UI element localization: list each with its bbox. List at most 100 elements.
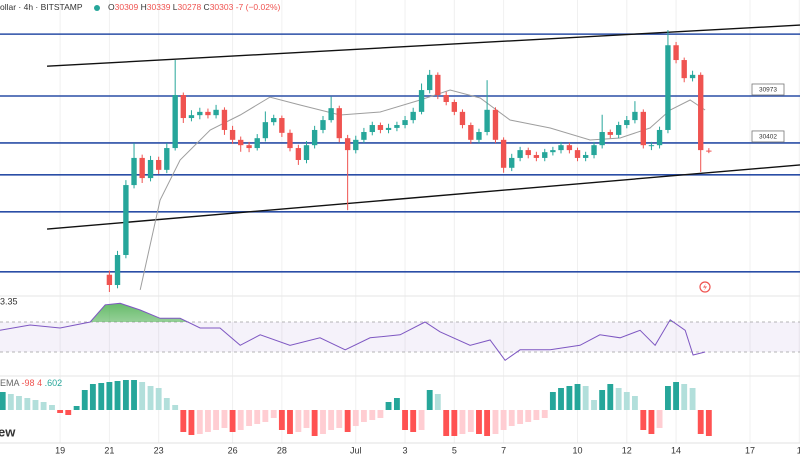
histogram-bar: [476, 410, 482, 434]
x-tick-label: 23: [154, 445, 164, 455]
candle-body: [303, 145, 310, 160]
x-tick-label: 19: [55, 445, 65, 455]
histogram-bar: [131, 380, 137, 410]
candle-body: [517, 150, 523, 158]
histogram-bar: [311, 410, 318, 436]
histogram-bar: [278, 410, 285, 430]
histogram-bar: [155, 388, 162, 410]
histogram-bar: [443, 410, 450, 436]
histogram-bar: [615, 388, 622, 410]
histogram-bar: [582, 386, 589, 410]
candle-body: [459, 111, 466, 126]
candle-body: [164, 148, 170, 170]
histogram-bar: [360, 410, 367, 422]
alert-bolt: [703, 283, 707, 291]
price-label-box: [751, 83, 785, 96]
x-tick-label: 1: [797, 445, 800, 455]
candle-body: [607, 132, 613, 135]
histogram-bar: [434, 394, 441, 410]
histogram-bar: [16, 396, 22, 410]
histogram-bar: [24, 398, 31, 410]
histogram-bar: [591, 400, 597, 410]
histogram-bar: [369, 410, 376, 420]
histogram-bar: [196, 410, 203, 434]
histogram-bar: [32, 400, 39, 410]
header: ollar · 4h · BITSTAMP: [0, 2, 83, 12]
candle-body: [427, 74, 433, 91]
candle-body: [188, 115, 195, 119]
candle-body: [361, 132, 367, 140]
candle-body: [114, 254, 121, 286]
ohlc-prefix: L: [173, 2, 178, 12]
histogram-bar: [459, 410, 466, 434]
x-tick-label: 14: [671, 445, 681, 455]
histogram-bar: [344, 410, 351, 432]
candle-body: [229, 129, 236, 140]
histogram-bar: [246, 410, 253, 426]
ohlc-prefix: H: [141, 2, 147, 12]
candle-body: [336, 108, 342, 139]
candle-body: [279, 118, 285, 133]
histogram-bar: [492, 410, 499, 434]
alert-circle: [699, 281, 711, 293]
candle-body: [673, 45, 679, 61]
candle-body: [558, 145, 564, 151]
histogram-bar: [599, 390, 606, 410]
candle-body: [525, 150, 531, 156]
histogram-bar: [566, 386, 573, 410]
histogram-bar: [147, 386, 154, 410]
candle-body: [648, 145, 655, 147]
histogram-bar: [648, 410, 655, 434]
candle-body: [205, 111, 211, 116]
candle-body: [369, 125, 375, 133]
trend-line: [47, 24, 800, 67]
histogram-bar: [57, 410, 64, 413]
x-tick-label: Jul: [350, 445, 362, 455]
histogram-bar: [402, 410, 408, 430]
histogram-bar: [385, 402, 392, 410]
histogram-bar: [631, 396, 638, 410]
macd-legend-text: -98: [22, 378, 35, 388]
histogram-bar: [328, 410, 335, 430]
candle-body: [155, 159, 162, 170]
x-tick-label: 10: [573, 445, 583, 455]
candle-body: [689, 74, 696, 79]
candle-body: [492, 109, 499, 140]
change: -7: [236, 2, 244, 12]
candle-body: [246, 145, 252, 149]
histogram-bar: [426, 390, 433, 410]
candle-body: [476, 132, 482, 140]
histogram-bar: [681, 384, 688, 410]
histogram-bar: [517, 410, 524, 424]
macd-legend-text: EMA: [0, 378, 20, 388]
histogram-bar: [665, 386, 671, 410]
histogram-bar: [221, 410, 228, 428]
histogram-bar: [98, 383, 105, 410]
rsi-label: 3.35: [0, 296, 18, 306]
candle-body: [320, 120, 326, 130]
candle-body: [328, 108, 334, 121]
candle-body: [238, 139, 244, 146]
trend-line: [46, 164, 800, 230]
ohlc-value: 30339: [147, 2, 171, 12]
histogram-bar: [656, 410, 663, 428]
candle-body: [172, 95, 178, 149]
candle-body: [377, 125, 384, 130]
candle-body: [385, 127, 392, 130]
x-tick-label: 26: [228, 445, 238, 455]
histogram-bar: [287, 410, 293, 434]
alert-icon[interactable]: [699, 281, 711, 293]
candle-body: [500, 139, 507, 168]
histogram-bar: [262, 410, 269, 422]
candle-body: [484, 109, 490, 133]
price-label-box: [751, 130, 785, 143]
histogram-bar: [106, 382, 113, 410]
candle-body: [271, 118, 277, 123]
histogram-bar: [558, 388, 564, 410]
candle-body: [221, 109, 228, 130]
ohlc-prefix: C: [204, 2, 210, 12]
watermark: ew: [0, 424, 16, 439]
candle-body: [632, 111, 638, 121]
